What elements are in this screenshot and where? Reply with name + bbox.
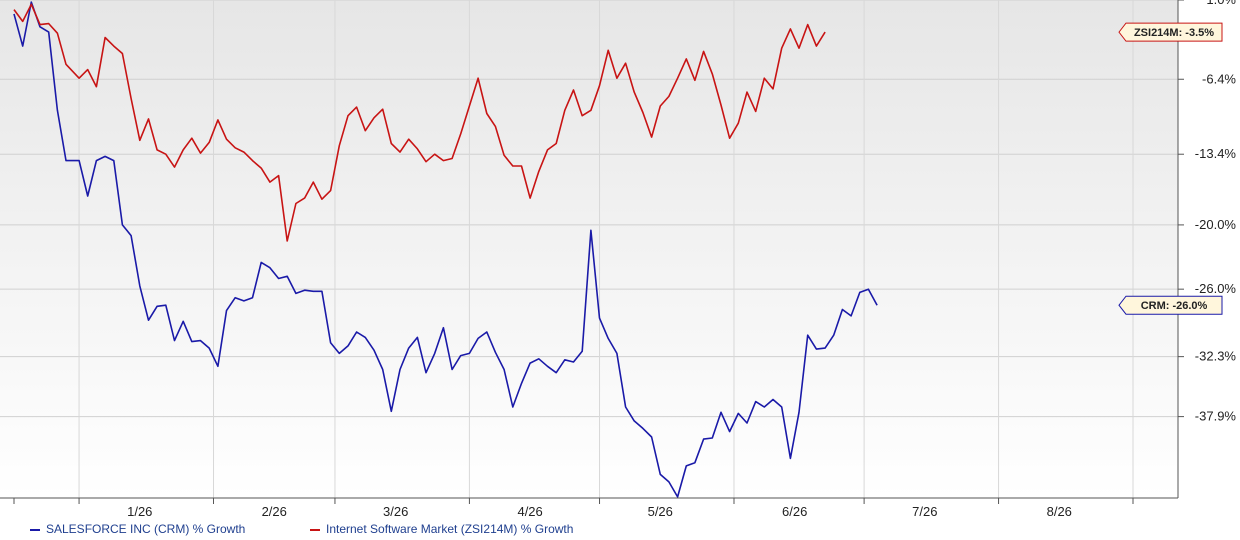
end-label-box: [1118, 22, 1223, 42]
y-tick-label: -6.4%: [1202, 71, 1236, 86]
end-label-box: [1118, 295, 1223, 315]
legend-swatch-zsi214m: [310, 528, 320, 531]
x-axis-ticks: 1/26 2/26 3/26 4/26 5/26 6/26 7/26 8/26: [13, 498, 1134, 519]
grid: [0, 0, 1178, 498]
y-tick-label: -20.0%: [1195, 217, 1237, 232]
x-tick-label: 2/26: [262, 504, 287, 519]
legend-label-crm: SALESFORCE INC (CRM) % Growth: [46, 522, 246, 536]
end-label-text: CRM: -26.0%: [1141, 300, 1208, 312]
y-tick-label: -37.9%: [1195, 409, 1237, 424]
x-tick-label: 1/26: [127, 504, 152, 519]
legend-crm: SALESFORCE INC (CRM) % Growth: [30, 522, 245, 536]
x-tick-label: 4/26: [517, 504, 542, 519]
legend-swatch-crm: [30, 528, 40, 531]
end-label-zsi214m: ZSI214M: -3.5%: [1118, 22, 1223, 42]
y-tick-label: 1.0%: [1206, 0, 1236, 7]
y-tick-label: -26.0%: [1195, 281, 1237, 296]
y-tick-label: -13.4%: [1195, 146, 1237, 161]
x-tick-label: 6/26: [782, 504, 807, 519]
x-tick-label: 3/26: [383, 504, 408, 519]
x-tick-label: 7/26: [912, 504, 937, 519]
end-label-text: ZSI214M: -3.5%: [1134, 27, 1214, 39]
series-line-zsi214m: [13, 3, 826, 242]
legend-label-zsi214m: Internet Software Market (ZSI214M) % Gro…: [326, 522, 574, 536]
y-axis-ticks: 1.0% -6.4% -13.4% -20.0% -26.0% -32.3% -37.9%: [1178, 0, 1236, 424]
y-tick-label: -32.3%: [1195, 349, 1237, 364]
series-lines: [13, 1, 878, 498]
legend-zsi214m: Internet Software Market (ZSI214M) % Gro…: [310, 522, 573, 536]
end-label-crm: CRM: -26.0%: [1118, 295, 1223, 315]
series-line-crm: [13, 1, 878, 498]
end-labels: CRM: -26.0% ZSI214M: -3.5%: [1118, 22, 1223, 315]
x-tick-label: 8/26: [1047, 504, 1072, 519]
x-tick-label: 5/26: [648, 504, 673, 519]
